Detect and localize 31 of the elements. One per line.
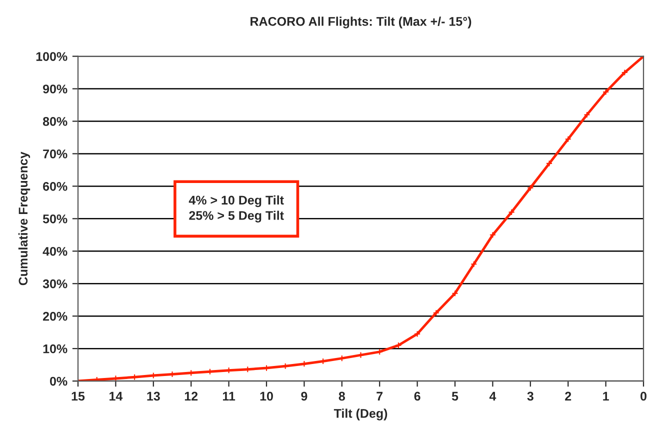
x-tick-label: 3 [527,392,534,401]
x-tick-label: 11 [222,392,236,401]
x-tick-label: 15 [72,392,85,401]
y-tick-label: 100% [36,52,68,61]
x-tick-label: 0 [640,392,646,401]
y-tick-label: 50% [42,214,68,224]
x-axis-title: Tilt (Deg) [334,408,388,420]
chart-title: RACORO All Flights: Tilt (Max +/- 15°) [250,16,472,28]
y-tick-label: 30% [42,279,68,288]
x-tick-label: 4 [489,392,496,401]
annotation: 4% > 10 Deg Tilt 25% > 5 Deg Tilt [188,195,284,222]
y-axis-title: Cumulative Frequency [18,152,30,286]
x-tick-label: 2 [565,392,572,401]
y-tick-label: 60% [43,182,68,191]
x-tick-label: 5 [452,392,458,401]
x-tick-label: 6 [414,392,420,401]
x-tick-label: 12 [184,392,198,401]
y-tick-label: 80% [42,117,68,126]
x-tick-label: 7 [376,392,383,401]
x-tick-label: 13 [147,392,160,401]
y-tick-label: 10% [43,344,68,354]
y-tick-label: 40% [42,246,68,256]
x-tick-label: 9 [301,392,308,401]
y-tick-label: 70% [43,150,68,158]
y-tick-label: 20% [43,312,68,321]
x-tick-label: 10 [260,392,273,401]
x-tick-label: 8 [338,392,345,401]
x-tick-label: 14 [110,392,123,401]
y-tick-label: 90% [43,84,68,94]
y-tick-label: 0% [50,376,68,386]
x-tick-label: 1 [603,392,609,401]
